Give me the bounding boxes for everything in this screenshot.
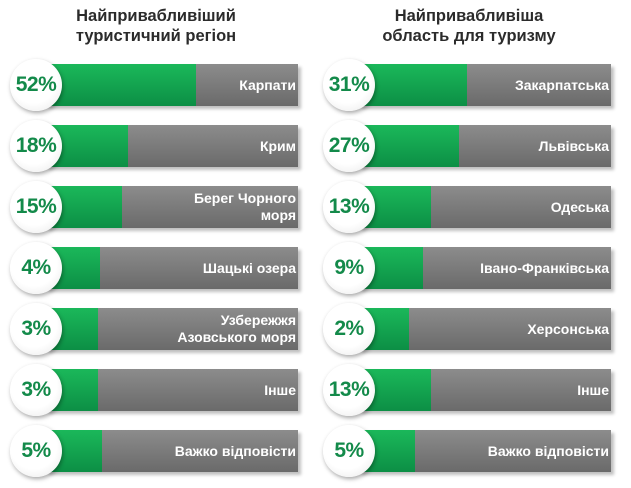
value-label: 2% [323, 303, 375, 355]
bar-fill [359, 125, 459, 167]
bar-row: Важко відповісти 5% [6, 425, 306, 477]
chart-left: Найпривабливіший туристичний регіон Карп… [6, 0, 306, 488]
value-label: 4% [10, 242, 62, 294]
bar-fill [359, 64, 467, 106]
value-label: 9% [323, 242, 375, 294]
bar-row: Узбережжя Азовського моря 3% [6, 303, 306, 355]
chart-right: Найпривабливіша область для туризму Зака… [319, 0, 619, 488]
category-label: Закарпатська [514, 76, 609, 93]
value-label: 5% [10, 425, 62, 477]
bar-row: Карпати 52% [6, 59, 306, 111]
category-label: Важко відповісти [487, 442, 609, 459]
category-label: Шацькі озера [202, 259, 296, 276]
category-label: Одеська [550, 198, 609, 215]
category-label: Крим [259, 137, 296, 154]
value-label: 13% [323, 181, 375, 233]
category-label: Івано-Франківська [480, 259, 609, 276]
value-label: 3% [10, 364, 62, 416]
bar-row: Крим 18% [6, 120, 306, 172]
value-label: 27% [323, 120, 375, 172]
bar-row: Важко відповісти 5% [319, 425, 619, 477]
value-label: 15% [10, 181, 62, 233]
bar-row: Берег Чорного моря 15% [6, 181, 306, 233]
bar-fill [46, 64, 196, 106]
category-label: Узбережжя Азовського моря [177, 312, 296, 345]
bar-row: Закарпатська 31% [319, 59, 619, 111]
chart-title: Найпривабливіший туристичний регіон [75, 7, 237, 45]
chart-title: Найпривабливіша область для туризму [382, 7, 556, 45]
value-label: 31% [323, 59, 375, 111]
category-label: Інше [577, 381, 609, 398]
bar-row: Шацькі озера 4% [6, 242, 306, 294]
value-label: 18% [10, 120, 62, 172]
category-label: Інше [264, 381, 296, 398]
category-label: Херсонська [527, 320, 609, 337]
category-label: Карпати [239, 76, 296, 93]
value-label: 52% [10, 59, 62, 111]
bar-row: Івано-Франківська 9% [319, 242, 619, 294]
bar-row: Інше 13% [319, 364, 619, 416]
value-label: 5% [323, 425, 375, 477]
category-label: Львівська [538, 137, 609, 154]
category-label: Берег Чорного моря [193, 190, 296, 223]
bar-row: Львівська 27% [319, 120, 619, 172]
bar-row: Інше 3% [6, 364, 306, 416]
category-label: Важко відповісти [174, 442, 296, 459]
bar-row: Херсонська 2% [319, 303, 619, 355]
value-label: 13% [323, 364, 375, 416]
bar-row: Одеська 13% [319, 181, 619, 233]
value-label: 3% [10, 303, 62, 355]
